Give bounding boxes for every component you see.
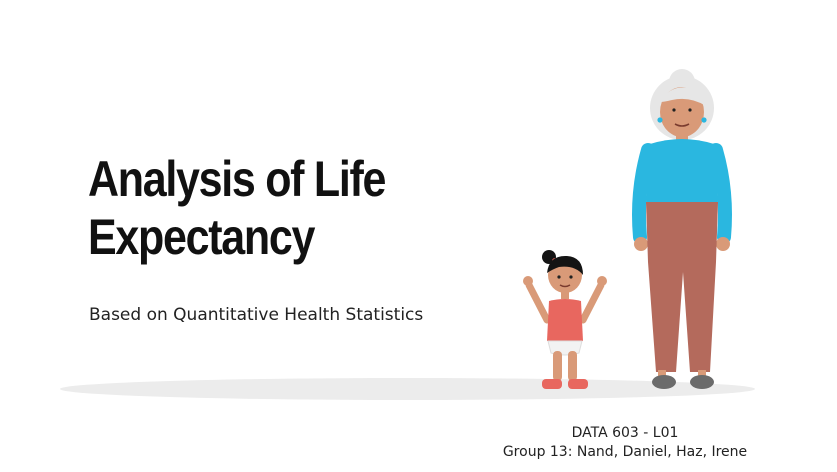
slide-title: Analysis of Life Expectancy xyxy=(88,150,449,266)
toddler-girl-illustration xyxy=(523,250,607,389)
title-line-1: Analysis of Life xyxy=(88,151,386,207)
group-members: Group 13: Nand, Daniel, Haz, Irene xyxy=(502,444,748,460)
elderly-woman-illustration xyxy=(632,69,732,389)
title-line-2: Expectancy xyxy=(88,209,315,265)
course-code: DATA 603 - L01 xyxy=(571,425,679,441)
slide-subtitle: Based on Quantitative Health Statistics xyxy=(89,305,424,325)
course-credits: DATA 603 - L01 Group 13: Nand, Daniel, H… xyxy=(495,424,755,462)
